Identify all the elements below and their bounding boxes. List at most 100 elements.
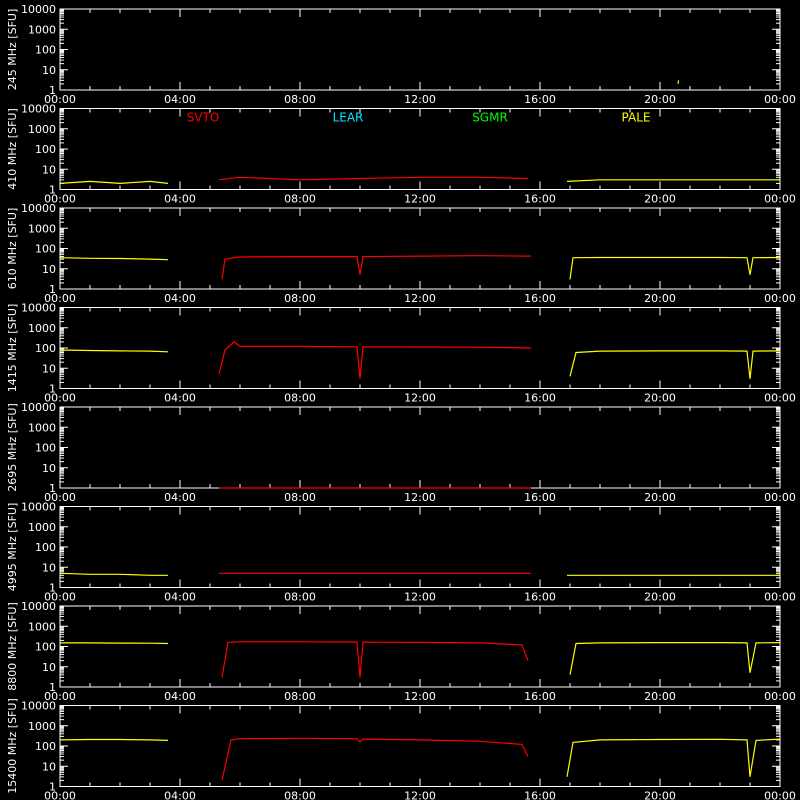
y-tick-label: 10000 [21,600,56,613]
x-tick-label: 16:00 [524,491,556,504]
x-tick-label: 20:00 [644,392,676,405]
x-tick-label: 00:00 [44,491,76,504]
y-tick-label: 100 [35,740,56,753]
y-tick-label: 1 [49,781,56,794]
series-line-pale [569,641,781,675]
x-tick-label: 16:00 [524,690,556,703]
x-tick-label: 16:00 [524,392,556,405]
x-tick-label: 20:00 [644,690,676,703]
series-line-svto [218,176,529,181]
y-tick-label: 1000 [28,222,56,235]
series-line-pale [677,80,680,84]
x-tick-label: 20:00 [644,292,676,305]
series-line-svto [221,255,532,280]
x-tick-label: 08:00 [284,591,316,604]
x-tick-label: 00:00 [44,392,76,405]
series-line-pale [569,256,781,280]
x-tick-label: 00:00 [764,292,796,305]
x-tick-label: 00:00 [764,93,796,106]
y-tick-label: 100 [35,442,56,455]
legend-entry-pale: PALE [622,111,651,125]
series-line-svto [221,737,529,781]
y-tick-label: 100 [35,641,56,654]
x-tick-label: 20:00 [644,193,676,206]
y-tick-label: 10000 [21,501,56,514]
y-tick-label: 100 [35,44,56,57]
y-tick-label: 10 [42,64,56,77]
x-tick-label: 16:00 [524,93,556,106]
x-tick-label: 00:00 [764,790,796,800]
series-line-pale [566,738,781,777]
y-tick-label: 1000 [28,23,56,36]
x-tick-label: 04:00 [164,392,196,405]
panel-frequency-label: 1415 MHz [SFU] [6,304,19,392]
y-tick-label: 10000 [21,202,56,215]
x-tick-label: 16:00 [524,790,556,800]
legend-entry-lear: LEAR [333,111,364,125]
x-tick-label: 12:00 [404,491,436,504]
x-tick-label: 12:00 [404,591,436,604]
x-tick-label: 00:00 [764,591,796,604]
x-tick-label: 04:00 [164,790,196,800]
series-line-pale [59,572,168,576]
y-tick-label: 100 [35,342,56,355]
y-tick-label: 10000 [21,700,56,713]
x-tick-label: 20:00 [644,790,676,800]
x-tick-label: 04:00 [164,491,196,504]
x-tick-label: 00:00 [764,690,796,703]
panel-frequency-label: 4995 MHz [SFU] [6,503,19,591]
panel-frequency-label: 410 MHz [SFU] [6,108,19,189]
series-line-pale [59,257,169,261]
y-tick-label: 1 [49,482,56,495]
x-tick-label: 12:00 [404,392,436,405]
y-tick-label: 1 [49,383,56,396]
series-line-pale [60,642,169,645]
y-tick-label: 1000 [28,421,56,434]
x-tick-label: 08:00 [284,690,316,703]
x-tick-label: 16:00 [524,193,556,206]
x-tick-label: 00:00 [44,93,76,106]
y-tick-label: 1000 [28,521,56,534]
series-line-pale [59,738,169,741]
x-tick-label: 04:00 [164,690,196,703]
y-tick-label: 1 [49,283,56,296]
x-tick-label: 00:00 [44,193,76,206]
y-tick-label: 100 [35,243,56,256]
legend-entry-svto: SVTO [187,111,220,125]
x-tick-label: 00:00 [44,690,76,703]
y-tick-label: 100 [35,541,56,554]
x-tick-label: 08:00 [284,292,316,305]
x-tick-label: 12:00 [404,690,436,703]
y-tick-label: 10000 [21,302,56,315]
y-tick-label: 1000 [28,720,56,733]
x-tick-label: 04:00 [164,193,196,206]
panel-frequency-label: 15400 MHz [SFU] [6,698,19,793]
x-tick-label: 08:00 [284,392,316,405]
x-tick-label: 12:00 [404,790,436,800]
y-tick-label: 1 [49,681,56,694]
x-tick-label: 08:00 [284,193,316,206]
series-line-svto [221,641,529,678]
y-tick-label: 10 [42,661,56,674]
x-tick-label: 20:00 [644,93,676,106]
y-tick-label: 10 [42,760,56,773]
y-tick-label: 10 [42,362,56,375]
y-tick-label: 10 [42,263,56,276]
x-tick-label: 00:00 [44,591,76,604]
x-tick-label: 12:00 [404,292,436,305]
panel-frequency-label: 610 MHz [SFU] [6,208,19,289]
series-line-pale [566,179,780,182]
y-tick-label: 100 [35,143,56,156]
x-tick-label: 16:00 [524,292,556,305]
x-tick-label: 16:00 [524,591,556,604]
x-tick-label: 04:00 [164,591,196,604]
